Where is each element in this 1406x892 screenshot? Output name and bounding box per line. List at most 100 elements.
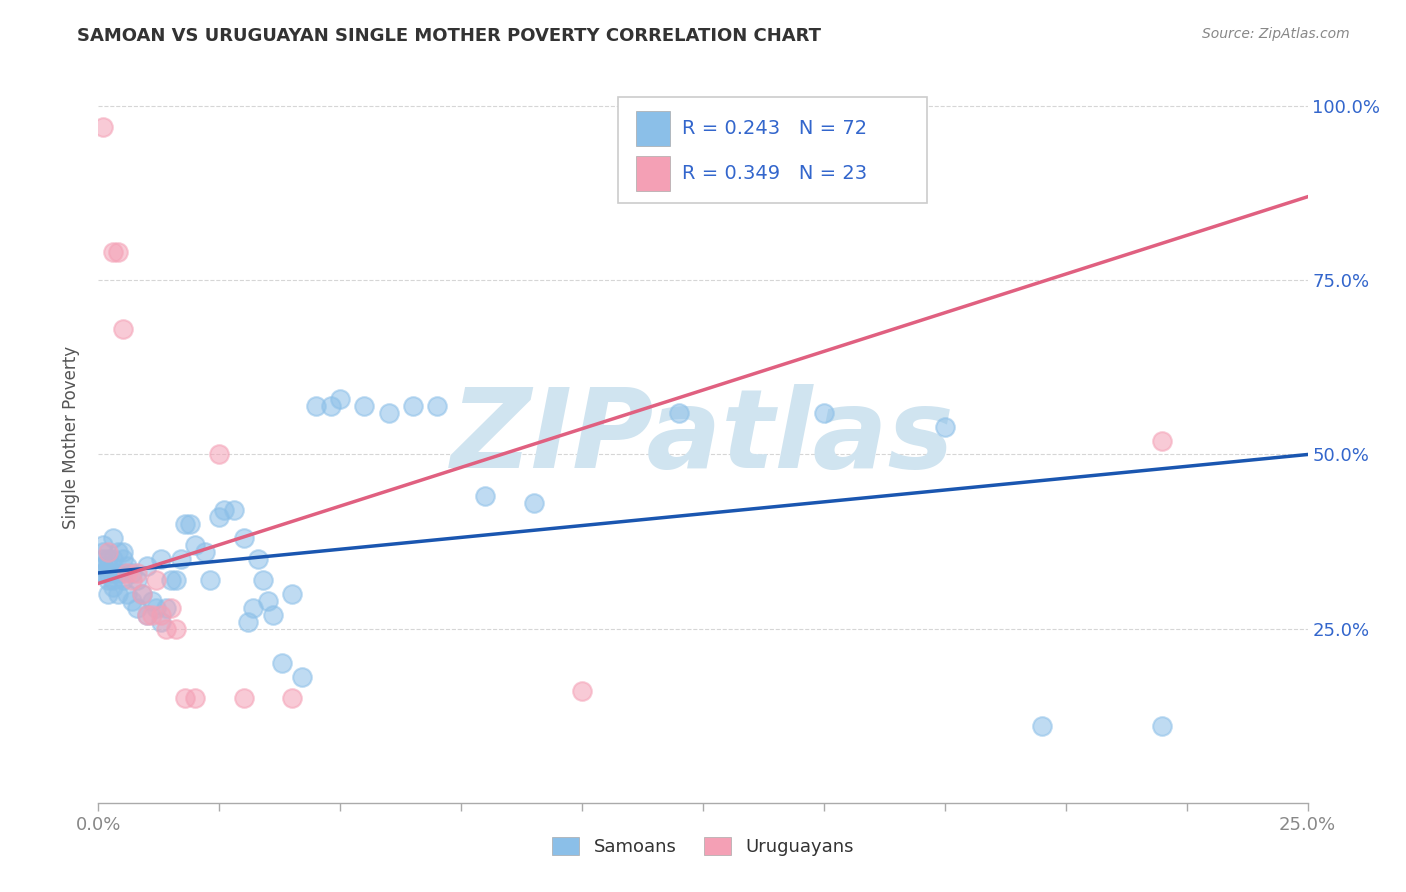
Point [813, 406, 835, 420]
FancyBboxPatch shape [637, 111, 671, 146]
Point [256, 594, 278, 608]
Legend: Samoans, Uruguayans: Samoans, Uruguayans [546, 830, 860, 863]
Point [145, 600, 167, 615]
Point [523, 496, 546, 510]
Point [1152, 719, 1174, 733]
Point [232, 691, 254, 706]
Point [97, 587, 120, 601]
Text: Source: ZipAtlas.com: Source: ZipAtlas.com [1202, 27, 1350, 41]
Point [107, 566, 129, 580]
Point [111, 322, 134, 336]
Point [668, 406, 690, 420]
Point [262, 607, 284, 622]
Point [281, 587, 304, 601]
Text: R = 0.349   N = 23: R = 0.349 N = 23 [682, 164, 868, 183]
Point [402, 399, 425, 413]
Point [107, 245, 129, 260]
Point [238, 615, 260, 629]
Point [169, 552, 191, 566]
Point [145, 573, 167, 587]
Point [165, 573, 187, 587]
Point [91, 538, 114, 552]
Point [247, 552, 270, 566]
Point [252, 573, 274, 587]
Point [208, 510, 231, 524]
Point [184, 691, 207, 706]
Point [242, 600, 264, 615]
Point [107, 545, 129, 559]
Point [121, 566, 143, 580]
Point [117, 566, 139, 580]
Point [97, 558, 120, 573]
Point [271, 657, 294, 671]
Point [198, 573, 221, 587]
Point [474, 489, 496, 503]
Y-axis label: Single Mother Poverty: Single Mother Poverty [62, 345, 80, 529]
Point [155, 622, 177, 636]
Point [135, 558, 157, 573]
Point [91, 120, 114, 134]
Point [117, 587, 139, 601]
Point [1031, 719, 1053, 733]
Point [155, 600, 177, 615]
Point [281, 691, 304, 706]
Point [194, 545, 217, 559]
Point [97, 545, 120, 559]
Point [101, 245, 124, 260]
Point [135, 607, 157, 622]
Point [160, 573, 183, 587]
Point [97, 552, 120, 566]
Point [305, 399, 328, 413]
Point [91, 566, 114, 580]
Point [127, 600, 149, 615]
Point [353, 399, 375, 413]
Text: SAMOAN VS URUGUAYAN SINGLE MOTHER POVERTY CORRELATION CHART: SAMOAN VS URUGUAYAN SINGLE MOTHER POVERT… [77, 27, 821, 45]
Point [212, 503, 235, 517]
FancyBboxPatch shape [619, 97, 927, 203]
Point [184, 538, 207, 552]
Point [91, 558, 114, 573]
Point [97, 566, 120, 580]
Point [101, 580, 124, 594]
Point [160, 600, 183, 615]
Point [232, 531, 254, 545]
Point [150, 607, 173, 622]
Point [135, 607, 157, 622]
Point [111, 552, 134, 566]
Point [329, 392, 352, 406]
Point [131, 587, 153, 601]
Point [377, 406, 399, 420]
Point [571, 684, 593, 698]
Point [127, 573, 149, 587]
Point [179, 517, 201, 532]
Point [101, 531, 124, 545]
Point [111, 566, 134, 580]
Point [91, 545, 114, 559]
Point [111, 545, 134, 559]
Point [150, 615, 173, 629]
Point [101, 566, 124, 580]
Point [222, 503, 245, 517]
Text: ZIPatlas: ZIPatlas [451, 384, 955, 491]
Point [174, 517, 197, 532]
Point [934, 419, 956, 434]
Point [1152, 434, 1174, 448]
Point [319, 399, 342, 413]
Point [101, 573, 124, 587]
Point [150, 552, 173, 566]
Point [121, 594, 143, 608]
Point [127, 566, 149, 580]
Point [111, 573, 134, 587]
Point [91, 566, 114, 580]
Point [121, 573, 143, 587]
Point [101, 552, 124, 566]
Point [174, 691, 197, 706]
Point [131, 587, 153, 601]
Text: R = 0.243   N = 72: R = 0.243 N = 72 [682, 119, 868, 138]
FancyBboxPatch shape [637, 156, 671, 191]
Point [208, 448, 231, 462]
Point [426, 399, 449, 413]
Point [141, 594, 163, 608]
Point [117, 558, 139, 573]
Point [97, 573, 120, 587]
